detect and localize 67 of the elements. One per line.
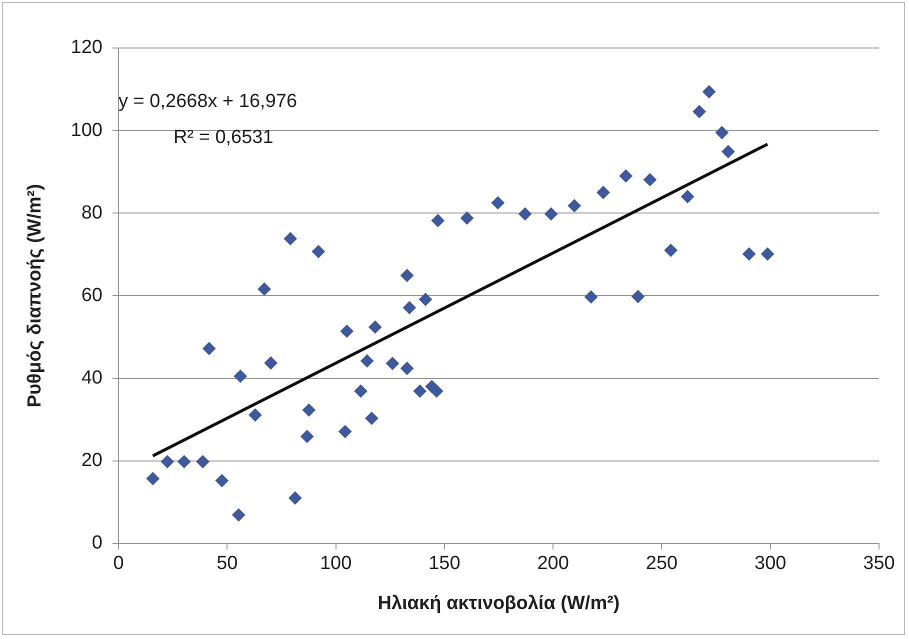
point [365, 412, 378, 425]
point [632, 290, 645, 304]
point [338, 425, 352, 438]
y-tick-label: 120 [70, 37, 102, 58]
y-tick-label: 40 [81, 368, 102, 388]
point [248, 408, 262, 422]
point [340, 324, 354, 338]
point [386, 356, 399, 370]
x-tick-label: 0 [113, 553, 124, 574]
x-tick-label: 350 [863, 553, 895, 574]
point [664, 244, 678, 257]
point [742, 248, 756, 261]
point [302, 404, 316, 417]
point [264, 356, 278, 370]
point [692, 105, 706, 118]
point [681, 190, 694, 204]
y-tick-label: 20 [81, 450, 102, 472]
x-tick-label: 100 [320, 553, 352, 574]
point [413, 384, 426, 398]
annotation: y = 0,2668x + 16,976 [118, 91, 298, 112]
point [215, 474, 228, 488]
point [402, 301, 416, 314]
point [596, 186, 610, 199]
x-tick-label: 50 [216, 553, 238, 574]
point [430, 384, 444, 398]
point [400, 268, 414, 282]
point [584, 290, 598, 304]
point [354, 384, 368, 398]
y-axis-title: Ρυθμός διαπνοής (W/m²) [24, 184, 46, 408]
point [178, 455, 191, 468]
y-tick-label: 80 [81, 202, 102, 224]
point [258, 282, 271, 296]
point [284, 232, 297, 246]
point [491, 196, 504, 210]
x-axis-title: Ηλιακή ακτινοβολία (W/m²) [378, 592, 620, 614]
x-tick-label: 300 [754, 553, 786, 574]
point [761, 248, 774, 261]
point [568, 199, 581, 212]
x-tick-label: 150 [428, 553, 460, 574]
point [643, 173, 656, 186]
x-tick-label: 250 [646, 553, 678, 574]
point [368, 320, 382, 334]
point [702, 85, 716, 98]
annotation: R² = 0,6531 [174, 127, 274, 148]
point [460, 212, 474, 225]
point [288, 491, 302, 504]
point [202, 342, 216, 356]
point [715, 126, 728, 140]
point [196, 455, 210, 468]
y-tick-label: 60 [81, 284, 102, 306]
point [619, 169, 632, 182]
point [146, 472, 160, 486]
point [312, 245, 325, 258]
point [544, 207, 558, 220]
point [360, 354, 374, 368]
point [419, 292, 432, 306]
x-tick-label: 200 [537, 553, 569, 574]
point [722, 145, 735, 158]
point [232, 508, 246, 522]
point [300, 430, 314, 443]
point [400, 362, 414, 375]
point [431, 214, 444, 228]
y-tick-label: 0 [92, 532, 102, 554]
point [160, 455, 174, 468]
y-tick-label: 100 [70, 120, 102, 141]
point [518, 207, 532, 220]
point [234, 370, 247, 383]
